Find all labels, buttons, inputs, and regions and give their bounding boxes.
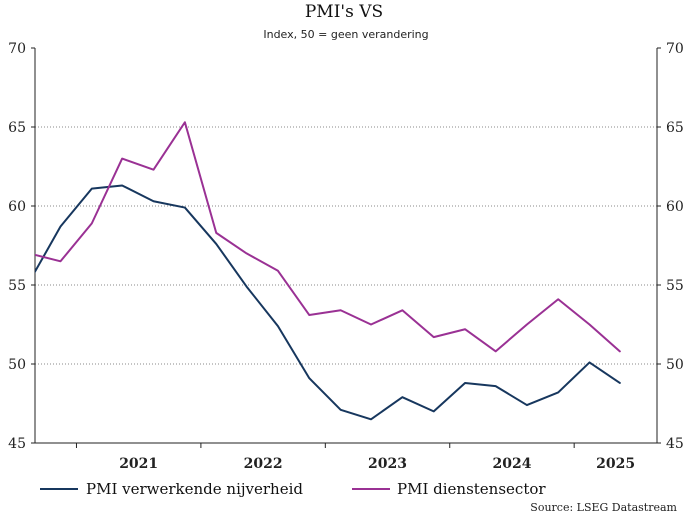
legend-item-services-pmi: PMI dienstensector — [352, 480, 546, 498]
y-tick-label-left: 65 — [8, 120, 26, 136]
legend: PMI verwerkende nijverheid PMI dienstens… — [40, 480, 546, 498]
legend-item-manufacturing-pmi: PMI verwerkende nijverheid — [40, 480, 303, 498]
y-tick-label-right: 65 — [666, 120, 684, 136]
x-tick-label: 2023 — [368, 456, 407, 472]
y-tick-label-left: 50 — [8, 357, 26, 373]
chart-title: PMI's VS — [305, 2, 383, 22]
series-lines — [35, 121, 621, 421]
y-tick-label-right: 70 — [666, 41, 684, 57]
plot-frame — [34, 48, 658, 444]
y-tick-label-left: 55 — [8, 278, 26, 294]
series-line-manufacturing-pmi — [35, 184, 621, 421]
x-tick-label: 2024 — [492, 456, 531, 472]
y-tick-label-left: 60 — [8, 199, 26, 215]
y-tick-label-right: 45 — [666, 436, 684, 452]
x-tick-label: 2021 — [119, 456, 158, 472]
legend-label-services-pmi: PMI dienstensector — [397, 480, 546, 498]
legend-label-manufacturing-pmi: PMI verwerkende nijverheid — [86, 480, 303, 498]
x-axis: 2021 2022 2023 2024 2025 — [75, 443, 635, 472]
y-tick-label-right: 55 — [666, 278, 684, 294]
y-tick-label-left: 45 — [8, 436, 26, 452]
y-tick-label-right: 60 — [666, 199, 684, 215]
source-note: Source: LSEG Datastream — [530, 501, 677, 514]
x-tick-label: 2025 — [596, 456, 635, 472]
chart-subtitle: Index, 50 = geen verandering — [263, 28, 428, 41]
x-tick-label: 2022 — [244, 456, 283, 472]
series-line-services-pmi — [35, 121, 621, 353]
y-tick-label-left: 70 — [8, 41, 26, 57]
y-axis-right: 45 50 55 60 65 70 — [657, 41, 684, 452]
y-axis-left: 45 50 55 60 65 70 — [8, 41, 35, 452]
gridlines — [35, 126, 657, 365]
y-tick-label-right: 50 — [666, 357, 684, 373]
